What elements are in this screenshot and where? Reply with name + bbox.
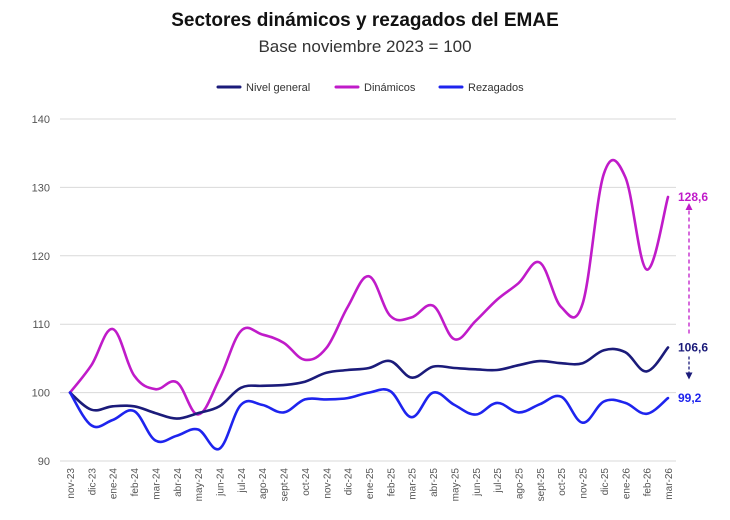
legend-label: Nivel general [246,82,310,94]
x-tick-label: jul-24 [237,468,248,494]
x-tick-label: nov-23 [66,468,77,499]
y-tick-label: 100 [32,388,50,400]
x-tick-label: sept-24 [280,468,291,502]
y-tick-label: 130 [32,182,50,194]
x-tick-label: may-25 [450,468,461,502]
x-tick-label: dic-25 [600,468,611,496]
series-line-rezagados [68,388,670,451]
x-tick-label: mar-24 [151,468,162,500]
y-tick-label: 120 [32,251,50,263]
x-tick-label: dic-23 [87,468,98,496]
x-tick-label: sept-25 [536,468,547,502]
legend-label: Rezagados [468,82,524,94]
arrow-up-head [685,202,693,210]
x-tick-label: jul-25 [493,468,504,494]
arrow-down-head [685,372,693,380]
x-tick-label: feb-25 [386,468,397,497]
end-value-label: 128,6 [678,190,708,204]
x-tick-label: nov-25 [579,468,590,499]
x-tick-label: jun-24 [216,468,227,497]
x-tick-label: may-24 [194,468,205,502]
series-line-dinamicos [68,158,670,416]
x-tick-label: jun-25 [472,468,483,497]
y-tick-label: 90 [38,456,50,468]
x-tick-label: feb-24 [130,468,141,497]
x-tick-label: ene-25 [365,468,376,500]
legend-label: Dinámicos [364,82,416,94]
end-value-label: 99,2 [678,391,702,405]
x-tick-label: abr-24 [173,468,184,497]
chart-subtitle: Base noviembre 2023 = 100 [258,37,472,56]
x-tick-label: oct-24 [301,468,312,496]
chart-title: Sectores dinámicos y rezagados del EMAE [171,10,559,31]
x-tick-label: ene-26 [621,468,632,500]
x-tick-label: mar-26 [664,468,675,500]
x-tick-label: ago-25 [515,468,526,500]
x-tick-label: ene-24 [109,468,120,500]
x-tick-label: oct-25 [557,468,568,496]
end-value-label: 106,6 [678,340,708,354]
x-tick-label: feb-26 [643,468,654,497]
y-tick-label: 140 [32,114,50,126]
x-tick-label: abr-25 [429,468,440,497]
x-tick-label: dic-24 [344,468,355,496]
x-tick-label: ago-24 [258,468,269,500]
y-tick-label: 110 [32,319,50,331]
x-tick-label: nov-24 [322,468,333,499]
series-line-nivel-general [68,346,670,420]
x-tick-label: mar-25 [408,468,419,500]
